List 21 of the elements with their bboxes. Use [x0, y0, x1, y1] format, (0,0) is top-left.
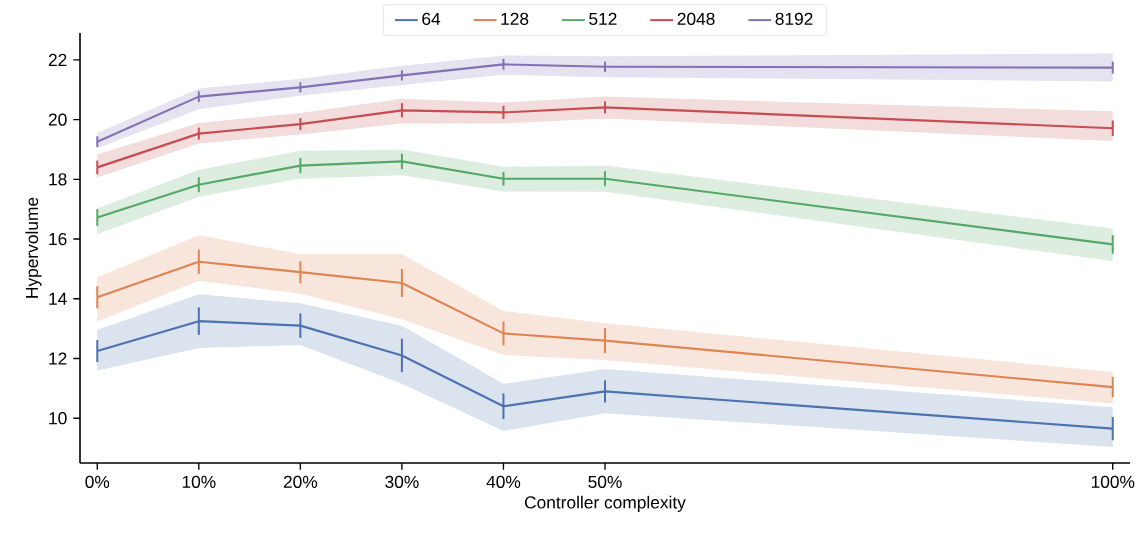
y-tick-label: 14 [49, 292, 67, 305]
legend-label: 512 [589, 12, 617, 26]
x-tick-label: 10% [182, 475, 216, 488]
x-tick-label: 40% [486, 475, 521, 488]
legend-label: 128 [501, 12, 529, 26]
x-tick-label: 30% [385, 475, 419, 488]
legend-label: 8192 [775, 12, 813, 26]
legend-label: 64 [422, 12, 441, 26]
x-tick-label: 50% [588, 475, 622, 488]
y-tick-label: 10 [49, 412, 67, 425]
x-tick-label: 100% [1091, 475, 1135, 488]
y-tick-label: 12 [49, 352, 67, 365]
legend-label: 2048 [677, 12, 715, 26]
y-axis-title: Hypervolume [25, 197, 42, 298]
x-axis-title: Controller complexity [524, 495, 686, 512]
x-tick-label: 0% [85, 475, 110, 488]
x-tick-label: 20% [283, 475, 318, 488]
y-tick-label: 20 [48, 113, 67, 126]
y-tick-label: 22 [48, 53, 67, 66]
y-tick-label: 16 [49, 232, 67, 246]
y-tick-label: 18 [49, 173, 67, 186]
